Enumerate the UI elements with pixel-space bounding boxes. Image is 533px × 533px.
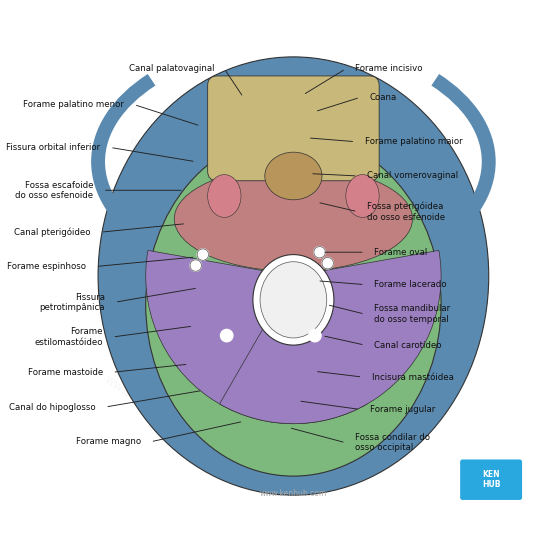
FancyBboxPatch shape (208, 76, 379, 181)
Text: Fossa condilar do
osso occipital: Fossa condilar do osso occipital (356, 433, 430, 453)
Text: Fossa pterigóidea
do osso esfenoide: Fossa pterigóidea do osso esfenoide (367, 202, 446, 222)
Text: Fossa mandibular
do osso temporal: Fossa mandibular do osso temporal (374, 304, 450, 324)
Circle shape (197, 249, 208, 260)
Wedge shape (146, 251, 367, 424)
Ellipse shape (146, 133, 441, 476)
Ellipse shape (98, 57, 489, 495)
Ellipse shape (346, 174, 379, 217)
Text: Forame incisivo: Forame incisivo (356, 64, 423, 73)
Text: Coana: Coana (369, 93, 397, 102)
Text: Canal do hipoglosso: Canal do hipoglosso (9, 402, 96, 411)
Text: Forame lacerado: Forame lacerado (374, 280, 447, 289)
Circle shape (190, 260, 201, 271)
Circle shape (322, 257, 334, 269)
Ellipse shape (265, 152, 322, 200)
Text: Forame magno: Forame magno (76, 437, 141, 446)
Ellipse shape (208, 174, 241, 217)
Text: Fossa escafoide
do osso esfenoide: Fossa escafoide do osso esfenoide (15, 181, 93, 200)
Text: Canal vomerovaginal: Canal vomerovaginal (367, 172, 458, 181)
Text: www.kenhub.com: www.kenhub.com (125, 134, 223, 208)
Text: Forame oval: Forame oval (374, 248, 427, 257)
Text: www.kenhub.com: www.kenhub.com (260, 489, 327, 498)
Circle shape (309, 329, 321, 342)
Text: Incisura mastóidea: Incisura mastóidea (372, 373, 454, 382)
Text: Fissura orbital inferior: Fissura orbital inferior (6, 143, 100, 152)
Text: Fissura
petrotimpânica: Fissura petrotimpânica (40, 293, 105, 312)
Text: Canal pterigóideo: Canal pterigóideo (14, 228, 91, 237)
Ellipse shape (260, 262, 327, 338)
Text: KEN
HUB: KEN HUB (482, 470, 500, 489)
Text: Forame jugular: Forame jugular (369, 405, 435, 414)
Text: Forame espinhoso: Forame espinhoso (7, 262, 86, 271)
Ellipse shape (253, 255, 334, 345)
Text: Forame mastoide: Forame mastoide (28, 368, 103, 377)
Text: Forame
estilomastóideo: Forame estilomastóideo (34, 327, 103, 346)
Text: www.kenhub.com: www.kenhub.com (245, 230, 342, 303)
Text: Canal palatovaginal: Canal palatovaginal (130, 64, 215, 73)
Text: www.kenhub.com: www.kenhub.com (102, 373, 199, 447)
Text: Forame palatino maior: Forame palatino maior (365, 137, 463, 146)
Circle shape (221, 329, 233, 342)
Text: Forame palatino menor: Forame palatino menor (23, 100, 124, 109)
Ellipse shape (174, 166, 413, 271)
FancyBboxPatch shape (460, 459, 522, 500)
Circle shape (314, 246, 325, 258)
Text: www.kenhub.com: www.kenhub.com (316, 349, 414, 423)
Wedge shape (220, 251, 441, 424)
Text: Canal carotídeo: Canal carotídeo (374, 341, 442, 350)
